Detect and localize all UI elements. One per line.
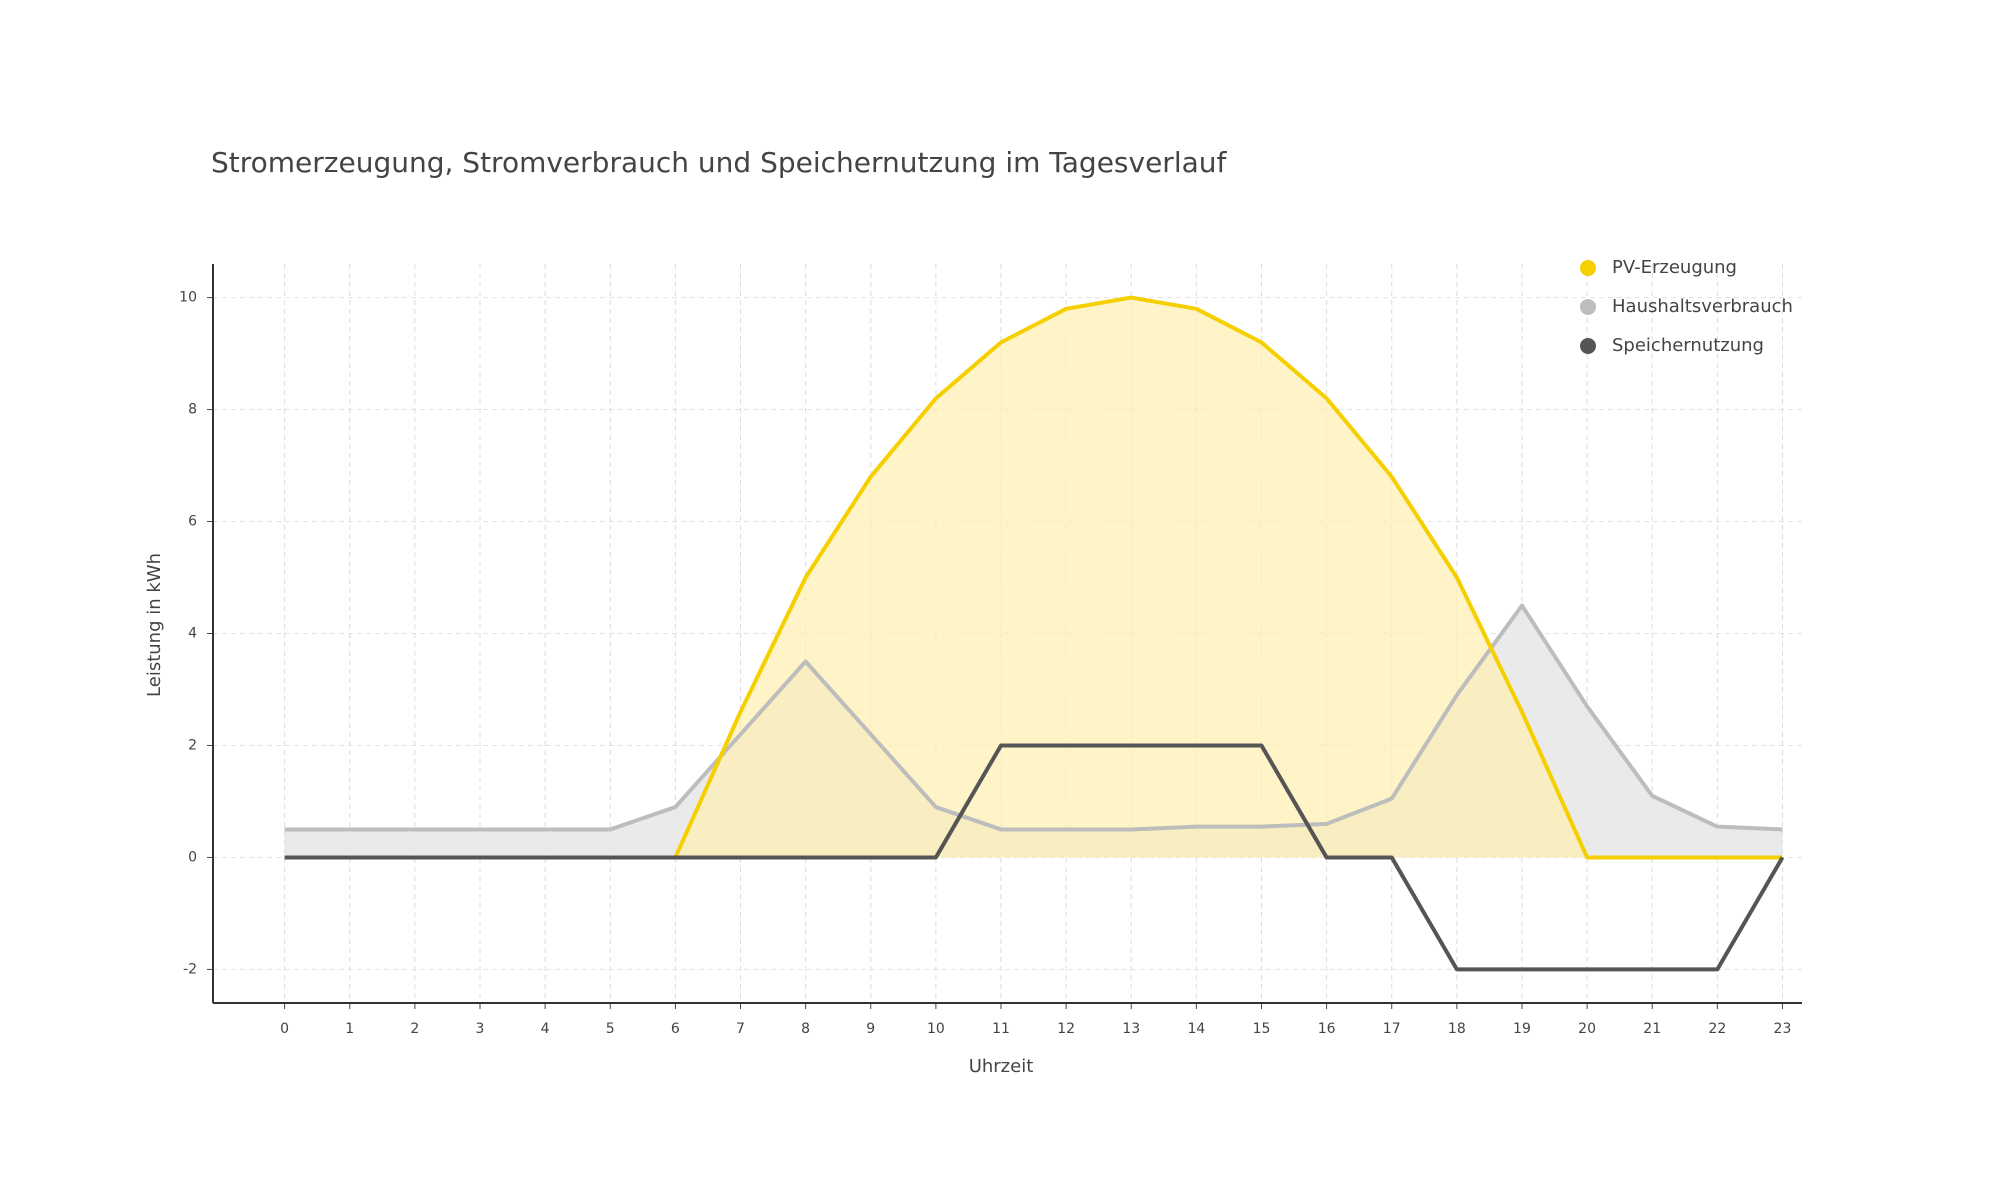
x-tick-label: 0: [280, 1021, 289, 1037]
x-tick-label: 4: [541, 1021, 550, 1037]
legend-marker: [1580, 260, 1596, 276]
x-tick-label: 11: [992, 1021, 1010, 1037]
x-tick-label: 17: [1383, 1021, 1401, 1037]
y-tick-label: 4: [188, 626, 197, 642]
y-tick-label: 6: [188, 514, 197, 530]
legend-label: PV-Erzeugung: [1612, 257, 1737, 278]
x-tick-label: 20: [1578, 1021, 1596, 1037]
legend-marker: [1580, 338, 1596, 354]
y-tick-label: 2: [188, 737, 197, 753]
legend-label: Haushaltsverbrauch: [1612, 296, 1793, 317]
x-tick-label: 22: [1708, 1021, 1726, 1037]
x-tick-label: 16: [1318, 1021, 1336, 1037]
y-tick-label: 8: [188, 402, 197, 418]
x-tick-label: 6: [671, 1021, 680, 1037]
x-tick-label: 12: [1057, 1021, 1075, 1037]
x-tick-label: 2: [410, 1021, 419, 1037]
legend-label: Speichernutzung: [1612, 335, 1764, 356]
line: [284, 603, 1783, 832]
line: [284, 743, 1785, 972]
x-tick-label: 13: [1122, 1021, 1140, 1037]
x-tick-label: 18: [1448, 1021, 1466, 1037]
legend-marker: [1580, 299, 1596, 315]
x-tick-label: 9: [866, 1021, 875, 1037]
y-axis-label: Leistung in kWh: [144, 553, 165, 697]
x-tick-label: 5: [606, 1021, 615, 1037]
x-tick-label: 7: [736, 1021, 745, 1037]
x-tick-label: 10: [927, 1021, 945, 1037]
x-tick-label: 21: [1643, 1021, 1661, 1037]
x-tick-label: 3: [476, 1021, 485, 1037]
x-tick-label: 23: [1774, 1021, 1792, 1037]
x-tick-label: 15: [1253, 1021, 1271, 1037]
x-tick-label: 8: [801, 1021, 810, 1037]
y-tick-label: 0: [188, 849, 197, 865]
x-tick-label: 19: [1513, 1021, 1531, 1037]
y-tick-label: 10: [179, 290, 197, 306]
y-tick-label: -2: [183, 961, 197, 977]
area: [284, 297, 1783, 858]
x-tick-label: 14: [1187, 1021, 1205, 1037]
chart-title: Stromerzeugung, Stromverbrauch und Speic…: [211, 146, 1227, 179]
x-axis-label: Uhrzeit: [969, 1056, 1034, 1077]
x-tick-label: 1: [345, 1021, 354, 1037]
